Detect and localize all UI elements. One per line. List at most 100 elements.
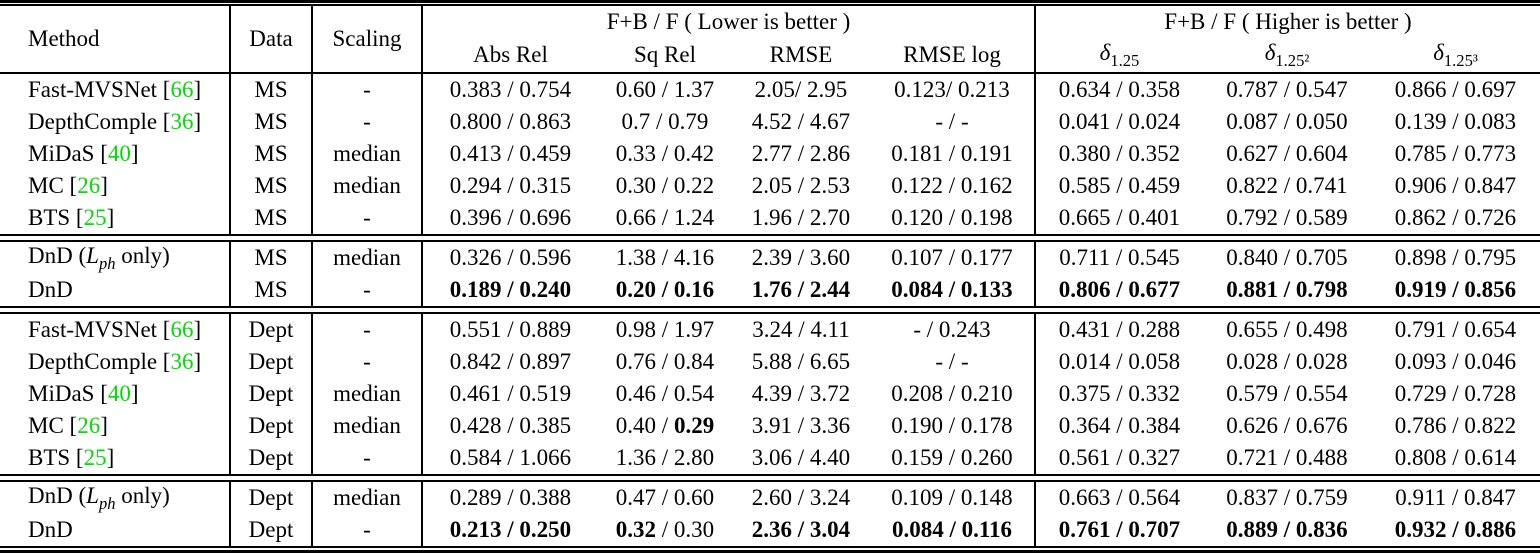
metric-cell: 2.36 / 3.04 <box>732 514 870 547</box>
metric-cell: 0.665 / 0.401 <box>1035 202 1203 235</box>
metric-cell: 0.822 / 0.741 <box>1203 170 1371 202</box>
text-segment: 0.898 / 0.795 <box>1394 245 1517 270</box>
text-segment: ] <box>130 381 139 406</box>
metric-cell: 0.626 / 0.676 <box>1203 410 1371 442</box>
metric-cell: 0.862 / 0.726 <box>1371 202 1540 235</box>
metric-cell: 0.837 / 0.759 <box>1203 481 1371 514</box>
metric-cell: 0.431 / 0.288 <box>1035 313 1203 346</box>
text-segment: 0.840 / 0.705 <box>1226 245 1348 270</box>
citation-link[interactable]: 36 <box>170 109 194 134</box>
text-segment: BTS [ <box>28 445 84 470</box>
metric-cell: 0.585 / 0.459 <box>1035 170 1203 202</box>
metric-cell: 0.30 / 0.22 <box>598 170 732 202</box>
citation-link[interactable]: 25 <box>83 445 107 470</box>
text-segment: 0.911 / 0.847 <box>1395 485 1516 510</box>
metric-cell: 0.33 / 0.42 <box>598 138 732 170</box>
metric-cell: 0.028 / 0.028 <box>1203 346 1371 378</box>
text-segment: 0.428 / 0.385 <box>449 413 572 438</box>
metric-cell: 1.76 / 2.44 <box>732 274 870 307</box>
metric-cell: 0.711 / 0.545 <box>1035 241 1203 274</box>
method-cell: Fast-MVSNet [66] <box>0 313 231 346</box>
data-cell: MS <box>230 202 313 235</box>
citation-link[interactable]: 25 <box>83 205 107 230</box>
scaling-cell: median <box>312 138 423 170</box>
text-segment: 0.413 / 0.459 <box>449 141 572 166</box>
text-segment: 2.05/ 2.95 <box>754 77 848 102</box>
metric-cell: 0.729 / 0.728 <box>1371 378 1540 410</box>
text-segment: 0.326 / 0.596 <box>449 245 572 270</box>
data-cell: Dept <box>230 346 313 378</box>
metric-cell: 0.808 / 0.614 <box>1371 442 1540 475</box>
text-segment: 0.32 <box>615 517 657 542</box>
metric-cell: 0.842 / 0.897 <box>422 346 598 378</box>
text-segment: 0.20 / 0.16 <box>615 277 715 302</box>
method-cell: DnD <box>0 274 231 307</box>
method-cell: MiDaS [40] <box>0 378 231 410</box>
text-segment: 0.551 / 0.889 <box>449 317 572 342</box>
text-segment: 2.60 / 3.24 <box>751 485 851 510</box>
data-cell: Dept <box>230 514 313 547</box>
text-segment: 0.40 / <box>615 413 674 438</box>
top-rule <box>0 0 1540 6</box>
scaling-cell: median <box>312 241 423 274</box>
text-segment: 0.084 / 0.133 <box>891 277 1013 302</box>
metric-cell: 0.785 / 0.773 <box>1371 138 1540 170</box>
metric-cell: 2.77 / 2.86 <box>732 138 870 170</box>
text-segment: 0.47 / 0.60 <box>615 485 715 510</box>
text-segment: DnD ( <box>28 482 87 508</box>
text-segment: 0.561 / 0.327 <box>1058 445 1181 470</box>
citation-link[interactable]: 66 <box>170 77 194 102</box>
metric-cell: 0.40 / 0.29 <box>598 410 732 442</box>
text-segment: 0.881 / 0.798 <box>1226 277 1348 302</box>
citation-link[interactable]: 66 <box>170 317 194 342</box>
data-cell: MS <box>230 241 313 274</box>
data-cell: MS <box>230 106 313 138</box>
method-cell: MC [26] <box>0 170 231 202</box>
metric-cell: 2.05/ 2.95 <box>732 73 870 106</box>
table-row: BTS [25] Dept -0.584 / 1.066 1.36 / 2.80 3.0… <box>0 442 1540 475</box>
scaling-cell: median <box>312 481 423 514</box>
citation-link[interactable]: 36 <box>170 349 194 374</box>
metric-cell: 0.906 / 0.847 <box>1371 170 1540 202</box>
col-group-higher-is-better: F+B / F ( Higher is better ) <box>1164 9 1412 34</box>
citation-link[interactable]: 40 <box>107 141 131 166</box>
text-segment: Fast-MVSNet [ <box>28 77 171 102</box>
citation-link[interactable]: 26 <box>77 413 101 438</box>
text-segment: 0.29 <box>673 413 715 438</box>
text-segment: / 0.30 <box>656 517 715 542</box>
text-segment: 0.139 / 0.083 <box>1394 109 1517 134</box>
delta-subscript: 1.25² <box>1275 50 1310 70</box>
text-segment: 0.028 / 0.028 <box>1226 349 1348 374</box>
text-segment: 0.294 / 0.315 <box>449 173 572 198</box>
text-segment: 5.88 / 6.65 <box>751 349 851 374</box>
metric-cell: 1.38 / 4.16 <box>598 241 732 274</box>
table-row: Fast-MVSNet [66] MS -0.383 / 0.754 0.60 / 1… <box>0 73 1540 106</box>
table-header: Method Data Scaling F+B / F ( Lower is b… <box>0 0 1540 74</box>
text-segment: 0.383 / 0.754 <box>449 77 572 102</box>
method-cell: DnD (Lph only) <box>0 481 231 514</box>
text-segment: MC [ <box>28 173 78 198</box>
rule-group <box>0 306 1540 314</box>
scaling-cell: - <box>312 106 423 138</box>
scaling-cell: - <box>312 73 423 106</box>
metric-cell: 0.181 / 0.191 <box>870 138 1036 170</box>
data-cell: MS <box>230 170 313 202</box>
metric-cell: 0.761 / 0.707 <box>1035 514 1203 547</box>
scaling-cell: - <box>312 313 423 346</box>
metric-cell: 0.47 / 0.60 <box>598 481 732 514</box>
metric-cell: 4.39 / 3.72 <box>732 378 870 410</box>
text-segment: 0.787 / 0.547 <box>1226 77 1348 102</box>
text-segment: 2.39 / 3.60 <box>751 245 851 270</box>
citation-link[interactable]: 26 <box>77 173 101 198</box>
section-divider <box>0 306 1540 314</box>
metric-cell: 0.561 / 0.327 <box>1035 442 1203 475</box>
text-segment: 0.190 / 0.178 <box>891 413 1013 438</box>
metric-cell: 1.36 / 2.80 <box>598 442 732 475</box>
method-cell: DepthComple [36] <box>0 346 231 378</box>
text-segment: 0.792 / 0.589 <box>1226 205 1348 230</box>
text-segment: 0.800 / 0.863 <box>449 109 572 134</box>
text-segment: 0.461 / 0.519 <box>449 381 572 406</box>
text-segment: 0.932 / 0.886 <box>1394 517 1517 542</box>
rule-group <box>0 234 1540 242</box>
citation-link[interactable]: 40 <box>107 381 131 406</box>
